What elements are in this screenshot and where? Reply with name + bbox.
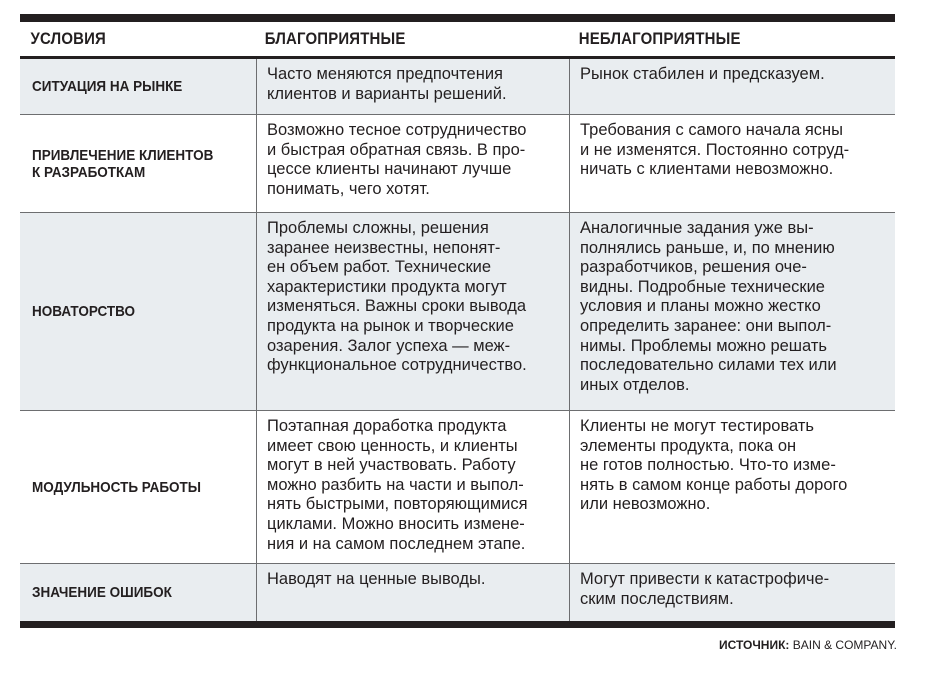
top-rule: [20, 14, 895, 22]
header-favorable: БЛАГОПРИЯТНЫЕ: [264, 29, 406, 48]
condition-label: ЗНАЧЕНИЕ ОШИБОК: [32, 584, 172, 601]
table-row: МОДУЛЬНОСТЬ РАБОТЫ Поэтапная доработка п…: [20, 411, 895, 564]
condition-cell: МОДУЛЬНОСТЬ РАБОТЫ: [20, 411, 256, 563]
table-row: ЗНАЧЕНИЕ ОШИБОК Наводят на ценные выводы…: [20, 564, 895, 621]
condition-label: СИТУАЦИЯ НА РЫНКЕ: [32, 78, 183, 95]
comparison-table: УСЛОВИЯ БЛАГОПРИЯТНЫЕ НЕБЛАГОПРИЯТНЫЕ СИ…: [20, 14, 895, 628]
condition-cell: ПРИВЛЕЧЕНИЕ КЛИЕНТОВ К РАЗРАБОТКАМ: [20, 115, 256, 212]
condition-label: ПРИВЛЕЧЕНИЕ КЛИЕНТОВ К РАЗРАБОТКАМ: [32, 146, 214, 181]
favorable-cell: Наводят на ценные выводы.: [256, 564, 570, 621]
header-unfavorable: НЕБЛАГОПРИЯТНЫЕ: [578, 29, 741, 48]
favorable-cell: Возможно тесное сотрудничество и быстрая…: [256, 115, 570, 212]
condition-label: МОДУЛЬНОСТЬ РАБОТЫ: [32, 478, 202, 496]
header-conditions: УСЛОВИЯ: [30, 29, 106, 48]
condition-cell: НОВАТОРСТВО: [20, 213, 256, 410]
table-row: НОВАТОРСТВО Проблемы сложны, решения зар…: [20, 213, 895, 411]
table-row: СИТУАЦИЯ НА РЫНКЕ Часто меняются предпоч…: [20, 59, 895, 115]
unfavorable-cell: Могут привести к катастрофиче- ским посл…: [580, 570, 830, 608]
source-note: ИСТОЧНИК: BAIN & COMPANY.: [719, 638, 897, 652]
condition-cell: ЗНАЧЕНИЕ ОШИБОК: [20, 564, 256, 621]
unfavorable-cell: Рынок стабилен и предсказуем.: [580, 65, 825, 83]
unfavorable-cell: Клиенты не могут тестировать элементы пр…: [580, 417, 848, 514]
header-row: УСЛОВИЯ БЛАГОПРИЯТНЫЕ НЕБЛАГОПРИЯТНЫЕ: [20, 22, 895, 59]
source-value: BAIN & COMPANY.: [792, 638, 897, 652]
favorable-cell: Проблемы сложны, решения заранее неизвес…: [256, 213, 570, 410]
unfavorable-cell: Требования с самого начала ясны и не изм…: [580, 121, 850, 179]
unfavorable-cell: Аналогичные задания уже вы- полнялись ра…: [580, 219, 837, 394]
condition-cell: СИТУАЦИЯ НА РЫНКЕ: [20, 59, 256, 114]
source-label: ИСТОЧНИК:: [719, 638, 790, 652]
condition-label: НОВАТОРСТВО: [32, 303, 136, 320]
favorable-cell: Поэтапная доработка продукта имеет свою …: [256, 411, 570, 563]
table-row: ПРИВЛЕЧЕНИЕ КЛИЕНТОВ К РАЗРАБОТКАМ Возмо…: [20, 115, 895, 213]
bottom-rule: [20, 621, 895, 628]
favorable-cell: Часто меняются предпочтения клиентов и в…: [256, 59, 570, 114]
